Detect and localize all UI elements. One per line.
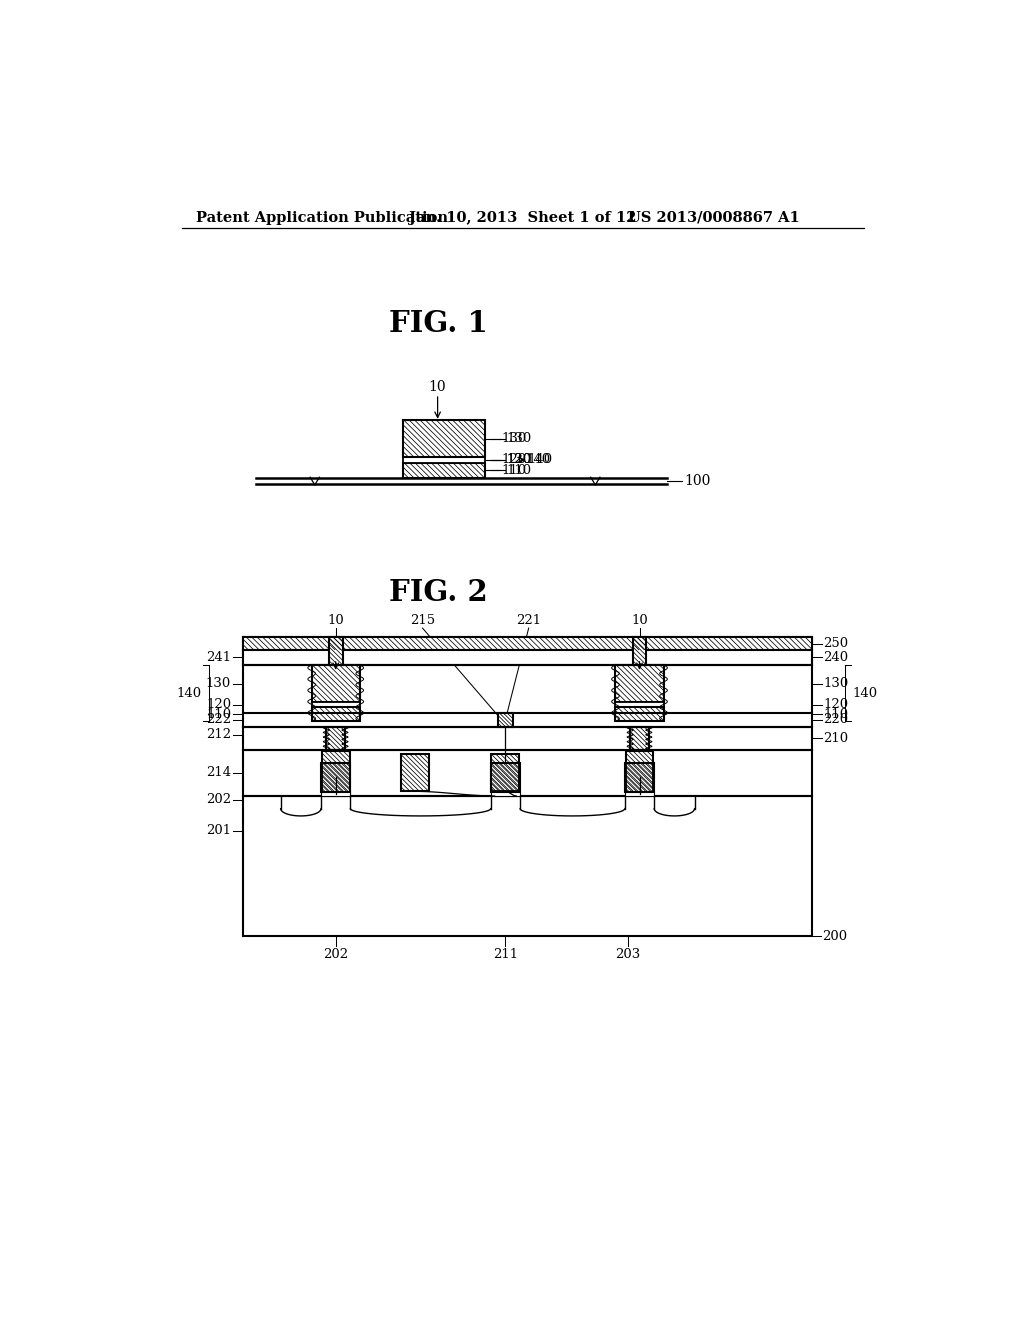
Text: 221: 221 bbox=[516, 614, 542, 627]
Bar bbox=[311, 665, 359, 702]
Text: 200: 200 bbox=[822, 929, 848, 942]
Bar bbox=[400, 755, 429, 792]
Text: 214: 214 bbox=[206, 767, 231, 779]
Text: 100: 100 bbox=[684, 474, 711, 488]
Bar bbox=[311, 702, 359, 708]
Text: 250: 250 bbox=[823, 638, 848, 649]
Text: 140: 140 bbox=[176, 686, 202, 700]
Bar bbox=[329, 638, 343, 665]
Text: 10: 10 bbox=[328, 614, 344, 627]
Text: 130: 130 bbox=[506, 432, 531, 445]
Bar bbox=[498, 713, 513, 726]
Bar bbox=[321, 763, 350, 792]
Text: 130: 130 bbox=[502, 432, 526, 445]
Bar bbox=[626, 751, 653, 795]
Bar bbox=[403, 420, 484, 457]
Bar bbox=[625, 792, 654, 796]
Bar bbox=[322, 751, 349, 795]
Bar bbox=[615, 702, 664, 708]
Bar bbox=[490, 763, 520, 792]
Text: Jan. 10, 2013  Sheet 1 of 12: Jan. 10, 2013 Sheet 1 of 12 bbox=[410, 211, 637, 224]
Text: 212: 212 bbox=[206, 729, 231, 742]
Text: 203: 203 bbox=[615, 948, 640, 961]
Bar bbox=[322, 751, 349, 795]
Text: 10: 10 bbox=[429, 380, 446, 395]
Text: 110: 110 bbox=[506, 463, 531, 477]
Text: 220: 220 bbox=[823, 713, 848, 726]
Text: 110: 110 bbox=[502, 463, 526, 477]
Bar bbox=[243, 638, 812, 649]
Text: 202: 202 bbox=[206, 793, 231, 807]
Bar bbox=[492, 755, 519, 792]
Text: 130: 130 bbox=[206, 677, 231, 690]
Bar bbox=[633, 638, 646, 665]
Text: 222: 222 bbox=[206, 713, 231, 726]
Bar bbox=[615, 665, 664, 702]
Text: FIG. 2: FIG. 2 bbox=[389, 578, 487, 607]
Text: FIG. 1: FIG. 1 bbox=[389, 309, 487, 338]
Bar bbox=[625, 763, 654, 792]
Bar bbox=[630, 726, 649, 750]
Text: 120: 120 bbox=[506, 453, 531, 466]
Bar bbox=[327, 726, 345, 750]
Text: 10: 10 bbox=[631, 614, 648, 627]
Text: US 2013/0008867 A1: US 2013/0008867 A1 bbox=[628, 211, 800, 224]
Bar bbox=[243, 638, 812, 936]
Text: 215: 215 bbox=[410, 614, 435, 627]
Text: Patent Application Publication: Patent Application Publication bbox=[197, 211, 449, 224]
Text: 110: 110 bbox=[206, 708, 231, 721]
Text: 120: 120 bbox=[823, 698, 848, 711]
Text: 241: 241 bbox=[206, 651, 231, 664]
Text: 210: 210 bbox=[823, 731, 848, 744]
Text: 140: 140 bbox=[527, 453, 552, 466]
Bar bbox=[615, 708, 664, 721]
Text: 110: 110 bbox=[823, 708, 848, 721]
Text: 140: 140 bbox=[853, 686, 878, 700]
Bar bbox=[626, 751, 653, 795]
Bar bbox=[321, 792, 350, 796]
Text: 130: 130 bbox=[823, 677, 849, 690]
Bar bbox=[403, 462, 484, 478]
Text: 240: 240 bbox=[823, 651, 848, 664]
Bar bbox=[400, 755, 429, 792]
Bar bbox=[243, 649, 812, 665]
Text: 140: 140 bbox=[525, 453, 551, 466]
Text: 201: 201 bbox=[206, 825, 231, 837]
Bar bbox=[492, 755, 519, 792]
Bar bbox=[490, 792, 520, 796]
Text: 120: 120 bbox=[206, 698, 231, 711]
Text: 202: 202 bbox=[324, 948, 348, 961]
Text: 120: 120 bbox=[502, 453, 526, 466]
Text: 120: 120 bbox=[506, 453, 531, 466]
Bar bbox=[403, 457, 484, 462]
Text: 211: 211 bbox=[493, 948, 518, 961]
Bar bbox=[311, 708, 359, 721]
